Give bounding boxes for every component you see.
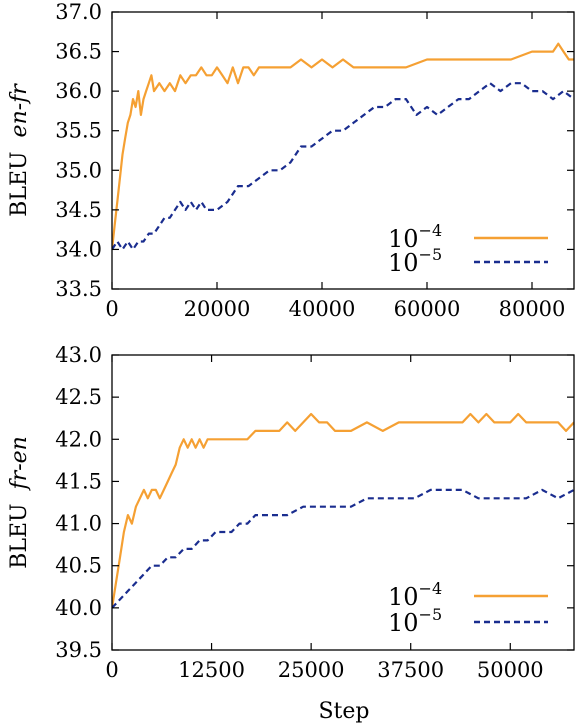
x-axis-label: Step [318, 699, 369, 724]
y-tick-label: 34.5 [55, 198, 102, 222]
x-tick-label: 0 [105, 297, 118, 321]
y-tick-label: 42.0 [55, 427, 102, 451]
legend-label-base: 10 [388, 609, 419, 637]
legend-label-base: 10 [388, 225, 419, 253]
chart-panel-en-fr: 0 20000 40000 60000 80000 33.5 34.0 34.5 35.0 35.… [7, 0, 575, 321]
y-tick-label: 41.0 [55, 512, 102, 536]
y-tick-label: 37.0 [55, 0, 102, 24]
y-tick-label: 36.5 [55, 40, 102, 64]
series-line-lr-1e-5 [112, 488, 574, 609]
x-tick-label: 12500 [178, 658, 245, 682]
legend-label-base: 10 [388, 249, 419, 277]
series-line-lr-1e-4 [112, 42, 574, 250]
legend-label-exponent: −5 [419, 605, 443, 624]
y-tick-label: 39.5 [55, 638, 102, 662]
legend-label-exponent: −4 [419, 579, 443, 598]
y-axis-label-metric: BLEU [7, 503, 32, 568]
y-tick-label: 33.5 [55, 277, 102, 301]
x-tick-label: 50000 [477, 658, 544, 682]
x-tick-label: 60000 [394, 297, 461, 321]
y-tick-label: 43.0 [55, 343, 102, 367]
y-tick-label: 35.5 [55, 119, 102, 143]
legend-label: 10−4 [388, 579, 442, 611]
legend-label: 10−5 [388, 605, 442, 637]
y-axis-label-direction: en-fr [7, 83, 32, 138]
x-tick-label: 40000 [289, 297, 356, 321]
y-axis-label-direction: fr-en [7, 436, 32, 491]
plot-frame [111, 11, 575, 290]
x-tick-label: 20000 [184, 297, 251, 321]
x-tick-label: 80000 [499, 297, 566, 321]
series-line-lr-1e-5 [112, 82, 574, 251]
series-line-lr-1e-4 [112, 412, 574, 609]
legend-label-exponent: −5 [419, 245, 443, 264]
y-tick-label: 41.5 [55, 469, 102, 493]
y-axis-label: BLEU fr-en [7, 436, 32, 569]
y-tick-label: 42.5 [55, 385, 102, 409]
y-tick-label: 34.0 [55, 237, 102, 261]
x-tick-label: 37500 [377, 658, 444, 682]
y-axis-label: BLEU en-fr [7, 83, 32, 217]
legend-label: 10−5 [388, 245, 442, 277]
y-tick-label: 35.0 [55, 158, 102, 182]
legend-label: 10−4 [388, 221, 442, 253]
y-axis-label-metric: BLEU [7, 151, 32, 216]
plot-frame [111, 354, 575, 651]
legend-label-base: 10 [388, 583, 419, 611]
x-tick-label: 0 [105, 658, 118, 682]
x-tick-label: 25000 [278, 658, 345, 682]
y-tick-label: 40.5 [55, 554, 102, 578]
y-tick-label: 40.0 [55, 596, 102, 620]
chart-panel-fr-en: 0 12500 25000 37500 50000 39.5 40.0 40.5 41.0 41.… [7, 343, 575, 682]
y-tick-label: 36.0 [55, 79, 102, 103]
legend-label-exponent: −4 [419, 221, 443, 240]
